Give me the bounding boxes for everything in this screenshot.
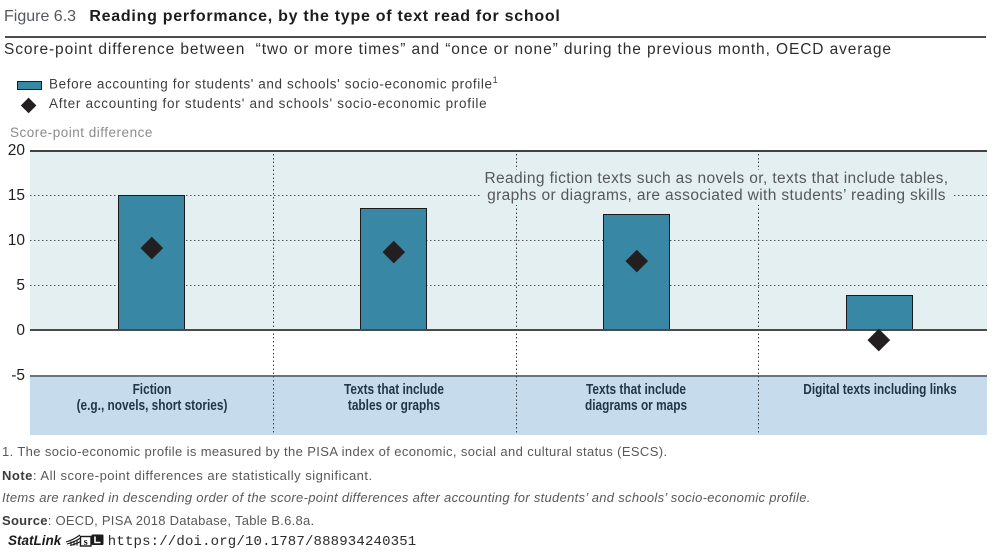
svg-text:s: s — [84, 537, 88, 547]
